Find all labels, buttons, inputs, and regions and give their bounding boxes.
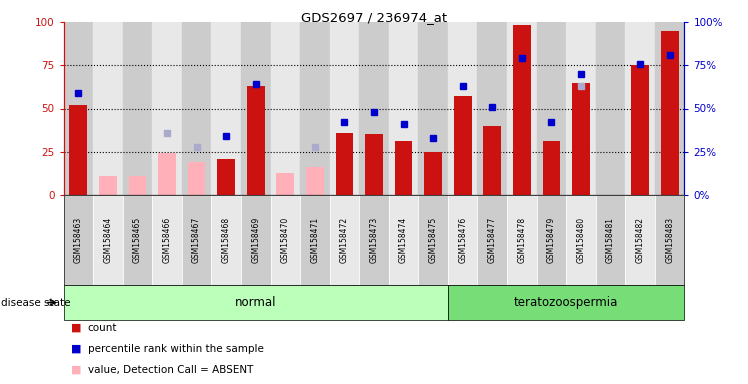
Text: GSM158478: GSM158478 <box>518 217 527 263</box>
Bar <box>94 22 123 195</box>
Text: ■: ■ <box>71 344 82 354</box>
Text: ■: ■ <box>71 365 82 375</box>
Text: GSM158475: GSM158475 <box>429 217 438 263</box>
Text: GSM158480: GSM158480 <box>577 217 586 263</box>
Text: disease state: disease state <box>1 298 70 308</box>
Text: GSM158483: GSM158483 <box>665 217 674 263</box>
Text: GSM158476: GSM158476 <box>459 217 468 263</box>
Text: count: count <box>88 323 117 333</box>
Bar <box>212 22 241 195</box>
Text: GSM158472: GSM158472 <box>340 217 349 263</box>
Text: GSM158481: GSM158481 <box>606 217 615 263</box>
Bar <box>247 86 265 195</box>
Bar <box>483 126 501 195</box>
Text: GSM158464: GSM158464 <box>103 217 112 263</box>
Bar <box>507 22 536 195</box>
Bar <box>123 22 153 195</box>
Text: GSM158474: GSM158474 <box>399 217 408 263</box>
Bar <box>395 141 412 195</box>
Bar <box>153 22 182 195</box>
Text: teratozoospermia: teratozoospermia <box>514 296 619 309</box>
Text: GSM158473: GSM158473 <box>370 217 378 263</box>
Text: GDS2697 / 236974_at: GDS2697 / 236974_at <box>301 12 447 25</box>
Text: GSM158477: GSM158477 <box>488 217 497 263</box>
Text: GSM158466: GSM158466 <box>162 217 171 263</box>
Text: GSM158470: GSM158470 <box>280 217 289 263</box>
Bar <box>99 176 117 195</box>
Bar <box>359 22 389 195</box>
Bar <box>70 105 88 195</box>
Bar <box>477 22 507 195</box>
Bar <box>129 176 147 195</box>
Bar <box>631 65 649 195</box>
Text: GSM158463: GSM158463 <box>74 217 83 263</box>
Bar <box>330 22 359 195</box>
Text: GSM158468: GSM158468 <box>221 217 230 263</box>
Text: normal: normal <box>235 296 277 309</box>
Bar <box>418 22 448 195</box>
Bar <box>448 22 477 195</box>
Text: GSM158482: GSM158482 <box>636 217 645 263</box>
Bar <box>188 162 206 195</box>
Text: GSM158467: GSM158467 <box>192 217 201 263</box>
Text: GSM158479: GSM158479 <box>547 217 556 263</box>
Bar <box>566 22 595 195</box>
Bar <box>158 154 176 195</box>
Text: ■: ■ <box>71 323 82 333</box>
Bar <box>424 152 442 195</box>
Bar <box>654 22 684 195</box>
Bar <box>241 22 271 195</box>
Bar <box>218 159 235 195</box>
Text: value, Detection Call = ABSENT: value, Detection Call = ABSENT <box>88 365 253 375</box>
Text: GSM158465: GSM158465 <box>133 217 142 263</box>
Bar <box>595 22 625 195</box>
Bar <box>64 22 94 195</box>
Bar <box>660 31 678 195</box>
Bar <box>365 134 383 195</box>
Text: GSM158471: GSM158471 <box>310 217 319 263</box>
Bar <box>277 172 294 195</box>
Bar <box>542 141 560 195</box>
Bar <box>454 96 471 195</box>
Bar <box>182 22 212 195</box>
Bar <box>336 133 353 195</box>
Bar <box>572 83 590 195</box>
Bar <box>389 22 418 195</box>
Bar <box>513 25 530 195</box>
Text: percentile rank within the sample: percentile rank within the sample <box>88 344 263 354</box>
Bar <box>300 22 330 195</box>
Bar <box>306 167 324 195</box>
Text: GSM158469: GSM158469 <box>251 217 260 263</box>
Bar <box>271 22 300 195</box>
Bar <box>625 22 654 195</box>
Bar <box>572 100 590 195</box>
Bar <box>536 22 566 195</box>
